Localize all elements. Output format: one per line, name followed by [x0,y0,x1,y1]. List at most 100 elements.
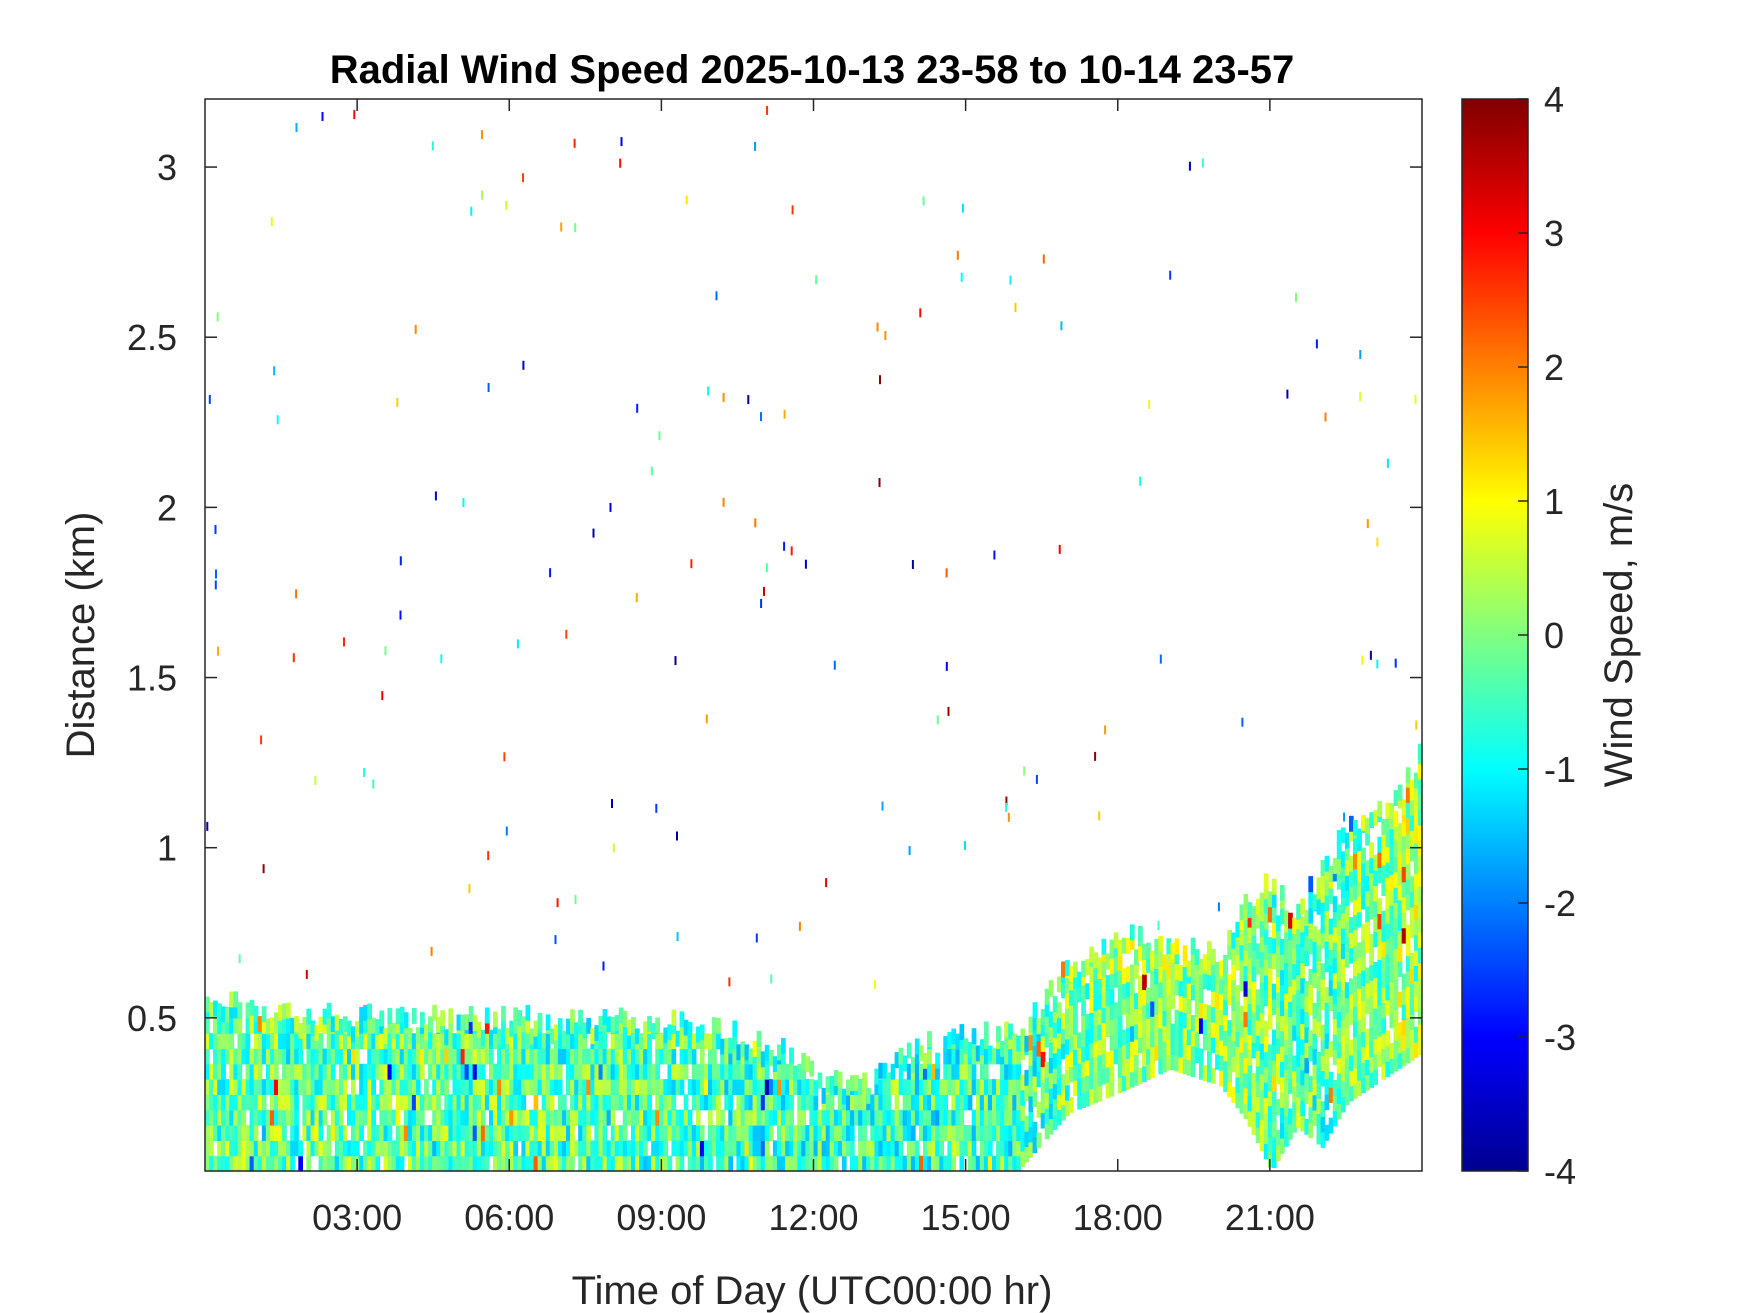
heatmap-cell [318,1125,324,1141]
heatmap-cell [1332,1095,1338,1112]
heatmap-cell [659,1140,664,1157]
heatmap-speckle [612,843,615,853]
heatmap-cell [1211,949,1216,965]
heatmap-cell [249,1125,255,1141]
heatmap-cell [655,1079,660,1095]
heatmap-cell [383,1063,389,1080]
heatmap-cell [444,1063,449,1080]
heatmap-cell [760,1109,766,1126]
heatmap-cell [801,1109,806,1126]
heatmap-cell [1008,1079,1013,1095]
heatmap-cell [253,1006,259,1022]
heatmap-cell [1142,1035,1147,1052]
heatmap-cell [1312,1064,1318,1080]
heatmap-cell [1417,1039,1423,1056]
heatmap-cell [1146,1018,1151,1034]
heatmap-cell [411,1063,417,1080]
heatmap-cell [651,1109,656,1126]
heatmap-cell [1316,1006,1322,1022]
heatmap-speckle [292,653,295,663]
heatmap-cell [1373,810,1378,826]
heatmap-cell [756,1155,762,1172]
heatmap-cell [1235,1077,1241,1093]
heatmap-cell [448,1155,454,1172]
heatmap-cell [1417,794,1423,811]
heatmap-cell [509,1109,514,1126]
heatmap-cell [1174,1040,1180,1057]
heatmap-cell [927,1063,932,1080]
heatmap-cell [1085,1013,1090,1030]
heatmap-cell [732,1079,738,1095]
heatmap-cell [1146,1002,1151,1019]
heatmap-cell [221,1125,226,1141]
heatmap-cell [947,1048,953,1065]
heatmap-cell [411,1048,417,1065]
heatmap-cell [529,1140,535,1157]
heatmap-cell [1296,1112,1301,1129]
heatmap-cell [695,1125,701,1141]
heatmap-cell [1312,894,1318,911]
heatmap-cell [1166,1008,1172,1025]
heatmap-cell [1178,1057,1184,1073]
heatmap-cell [1016,1125,1021,1141]
heatmap-cell [1389,813,1395,830]
heatmap-cell [1044,1123,1050,1140]
heatmap-cell [217,1017,222,1034]
heatmap-cell [1223,1076,1228,1092]
heatmap-cell [748,1109,754,1126]
heatmap-cell [1300,916,1305,933]
heatmap-cell [1397,915,1403,931]
heatmap-cell [785,1109,790,1126]
heatmap-cell [1292,1101,1297,1118]
heatmap-cell [833,1109,839,1126]
heatmap-cell [874,1109,880,1126]
heatmap-cell [906,1042,912,1059]
heatmap-cell [821,1087,827,1104]
heatmap-cell [846,1125,851,1141]
heatmap-cell [1401,988,1407,1005]
heatmap-cell [359,1017,364,1034]
heatmap-cell [1239,960,1245,976]
heatmap-cell [1324,925,1330,942]
heatmap-cell [1259,951,1265,968]
heatmap-cell [574,1063,579,1080]
heatmap-cell [298,1079,303,1095]
heatmap-cell [379,1140,385,1157]
heatmap-cell [1129,924,1135,941]
heatmap-cell [213,1155,218,1172]
heatmap-cell [269,1063,275,1080]
heatmap-cell [1276,1129,1281,1146]
heatmap-cell [444,1094,449,1111]
heatmap-cell [549,1063,555,1080]
heatmap-cell [1170,1039,1176,1055]
heatmap-cell [691,1079,697,1095]
heatmap-cell [501,1155,506,1172]
heatmap-cell [781,1125,786,1141]
heatmap-speckle [705,714,708,724]
heatmap-cell [1056,1063,1062,1080]
heatmap-cell [963,1048,969,1065]
heatmap-cell [237,1048,243,1065]
heatmap-speckle [1415,720,1418,730]
heatmap-cell [407,1125,413,1141]
heatmap-cell [1267,1121,1273,1137]
heatmap-cell [326,1125,332,1141]
heatmap-cell [334,1048,340,1065]
heatmap-cell [671,1125,677,1141]
heatmap-cell [444,1079,449,1095]
heatmap-cell [1061,1012,1066,1029]
heatmap-cell [1105,975,1111,991]
heatmap-cell [1125,938,1131,954]
heatmap-cell [1409,906,1415,923]
heatmap-cell [464,1079,470,1095]
heatmap-cell [894,1109,900,1126]
heatmap-cell [992,1109,997,1126]
heatmap-cell [338,1048,344,1065]
heatmap-cell [1263,1097,1269,1114]
heatmap-cell [566,1063,571,1080]
heatmap-cell [785,1155,790,1172]
heatmap-cell [1182,997,1188,1013]
heatmap-cell [379,1010,385,1027]
heatmap-cell [1320,1055,1326,1072]
heatmap-cell [261,1140,267,1157]
